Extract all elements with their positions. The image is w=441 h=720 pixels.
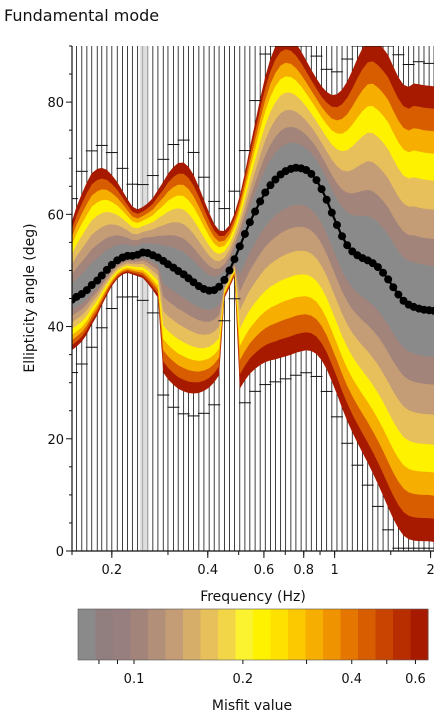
colorbar-swatch [323,609,341,660]
data-point [102,265,111,274]
data-point [312,176,321,185]
data-point [322,195,331,204]
data-point [235,242,244,251]
data-point [220,275,229,284]
x-axis-label: Frequency (Hz) [200,589,306,605]
chart-title: Fundamental mode [4,6,160,25]
data-point [230,255,239,264]
data-point [332,220,341,229]
data-point [261,188,270,197]
colorbar-tick-label: 0.4 [341,672,362,687]
data-point [430,306,434,315]
data-point [373,263,382,272]
data-point [327,208,336,217]
misfit-layer [72,126,434,385]
colorbar-swatch [375,609,394,660]
colorbar-frame [77,608,429,661]
data-point [317,185,326,194]
colorbar-tick-label: 0.1 [124,672,145,687]
data-point [251,207,260,216]
y-tick-label: 0 [56,545,64,560]
colorbar-label: Misfit value [212,698,292,714]
data-point [271,175,280,184]
data-point [215,282,224,291]
colorbar-swatch [270,609,289,660]
colorbar-swatch [305,609,324,660]
x-tick-label: 0.8 [293,563,314,578]
colorbar-swatch [393,609,411,660]
error-bars [72,46,434,549]
colorbar-tick-label: 0.6 [405,672,426,687]
x-tick-label: 2 [426,563,434,578]
colorbar-swatch [95,609,114,660]
misfit-colorbar: 0.1 0.2 0.4 0.6 [77,608,429,687]
colorbar-swatch [78,609,96,660]
y-tick-label: 80 [47,96,64,111]
data-point [266,181,275,190]
colorbar-swatch [165,609,184,660]
colorbar-swatch [183,609,201,660]
y-tick-label: 20 [47,433,64,448]
data-point [384,275,393,284]
axes: 0 20 40 60 80 0.2 0.4 0.6 0.8 1 2 [47,45,435,578]
data-point [240,229,249,238]
mean-ellipticity-series [72,163,434,315]
data-point [82,286,91,295]
data-point [97,271,106,280]
colorbar-tick-label: 0.2 [233,672,254,687]
data-point [256,197,265,206]
x-tick-label: 1 [330,563,338,578]
colorbar-swatch [410,609,429,660]
colorbar-swatch [253,609,271,660]
colorbar-swatch [200,609,219,660]
data-point [245,218,254,227]
data-point [379,268,388,277]
data-point [225,266,234,275]
x-tick-label: 0.6 [254,563,275,578]
colorbar-swatch [358,609,376,660]
colorbar-swatch [218,609,236,660]
y-tick-label: 60 [47,208,64,223]
colorbar-swatch [340,609,359,660]
y-tick-label: 40 [47,321,64,336]
colorbar-swatch [148,609,166,660]
highlighted-frequency-band [139,46,150,551]
y-axis-label: Ellipticity angle (deg) [22,223,38,372]
data-point [107,260,116,269]
data-point [307,169,316,178]
misfit-envelope [72,46,434,542]
colorbar-swatch [130,609,149,660]
data-point [389,283,398,292]
x-tick-label: 0.2 [101,563,122,578]
data-point [343,241,352,250]
colorbar-swatch [113,609,131,660]
data-point [338,232,347,241]
colorbar-swatch [235,609,254,660]
data-point [87,281,96,290]
colorbar-swatch [288,609,306,660]
x-tick-label: 0.4 [197,563,218,578]
data-point [394,290,403,299]
